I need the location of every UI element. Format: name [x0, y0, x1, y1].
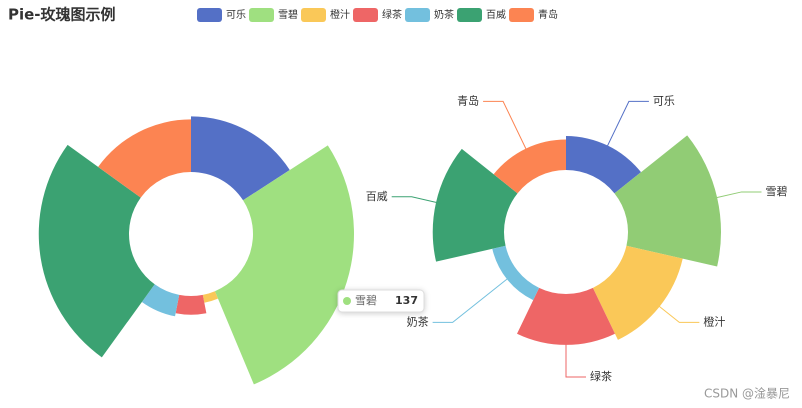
- rose-sector: [214, 145, 354, 385]
- rose-sector: [202, 291, 218, 303]
- rose-sector: [566, 136, 642, 194]
- rose-sector: [592, 245, 683, 340]
- legend-label: 绿茶: [382, 8, 402, 21]
- chart-title: Pie-玫瑰图示例: [8, 6, 116, 24]
- slice-label: 青岛: [457, 93, 479, 107]
- slice-label: 可乐: [653, 94, 675, 107]
- legend-swatch: [301, 8, 326, 22]
- legend-label: 雪碧: [278, 9, 298, 21]
- watermark: CSDN @淦暴尼: [704, 386, 790, 401]
- legend-swatch: [405, 8, 430, 22]
- rose-sector: [175, 294, 207, 315]
- tooltip: 雪碧 137: [337, 289, 425, 313]
- tooltip-dot: [343, 297, 351, 305]
- legend-swatch: [353, 8, 378, 22]
- legend-label: 可乐: [226, 9, 246, 21]
- rose-sector: [38, 144, 155, 358]
- label-line: [655, 303, 700, 323]
- slice-label: 绿茶: [590, 369, 612, 383]
- legend-swatch: [197, 8, 222, 22]
- legend-label: 百威: [486, 8, 506, 21]
- label-line: [391, 196, 442, 204]
- legend-label: 奶茶: [434, 8, 454, 21]
- legend-label: 青岛: [538, 8, 558, 21]
- legend-swatch: [249, 8, 274, 22]
- label-line: [565, 339, 586, 378]
- rose-sector: [191, 116, 290, 201]
- label-line: [483, 100, 529, 154]
- label-line: [432, 275, 512, 323]
- slice-label: 奶茶: [407, 314, 429, 328]
- slice-label: 橙汁: [703, 314, 725, 328]
- rose-sector: [98, 119, 191, 198]
- rose-sector: [614, 135, 721, 267]
- slice-label: 百威: [366, 190, 388, 203]
- tooltip-box: [337, 289, 425, 313]
- legend-swatch: [457, 8, 482, 22]
- label-line: [605, 100, 649, 151]
- rose-sector: [492, 245, 540, 301]
- tooltip-name: 雪碧: [355, 294, 377, 307]
- rose-sector: [432, 148, 518, 262]
- legend-swatch: [509, 8, 534, 22]
- legend-label: 橙汁: [330, 8, 350, 21]
- rose-sector: [493, 139, 566, 194]
- tooltip-value: 137: [395, 294, 418, 307]
- label-line: [712, 191, 762, 200]
- rose-sector: [517, 287, 615, 345]
- slice-label: 雪碧: [765, 185, 787, 198]
- rose-sector: [141, 284, 180, 317]
